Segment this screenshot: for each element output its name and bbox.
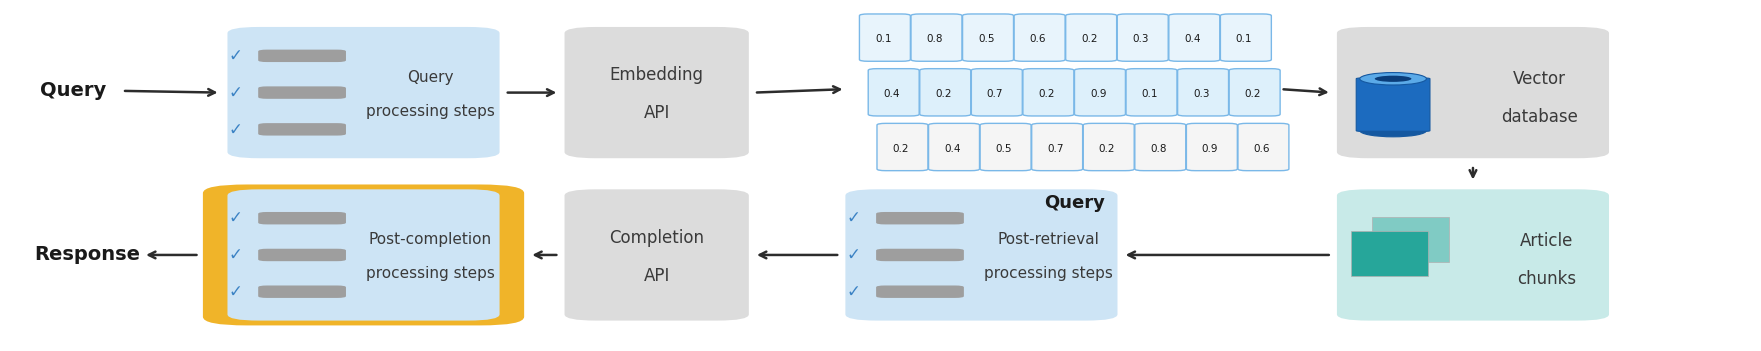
FancyBboxPatch shape: [1229, 69, 1280, 116]
Text: ✓: ✓: [229, 209, 243, 227]
Text: Response: Response: [33, 245, 141, 264]
FancyBboxPatch shape: [259, 249, 345, 261]
Text: 0.2: 0.2: [893, 144, 909, 154]
Text: 0.8: 0.8: [926, 34, 942, 44]
FancyBboxPatch shape: [1032, 123, 1083, 171]
Text: 0.2: 0.2: [1099, 144, 1115, 154]
FancyBboxPatch shape: [259, 86, 345, 99]
FancyBboxPatch shape: [963, 14, 1014, 61]
Text: 0.5: 0.5: [995, 144, 1013, 154]
Text: API: API: [643, 267, 669, 285]
Text: ✓: ✓: [229, 47, 243, 65]
FancyBboxPatch shape: [1083, 123, 1134, 171]
Text: 0.7: 0.7: [986, 89, 1004, 99]
Text: 0.3: 0.3: [1194, 89, 1210, 99]
FancyBboxPatch shape: [1220, 14, 1271, 61]
FancyBboxPatch shape: [259, 212, 345, 224]
Text: ✓: ✓: [229, 246, 243, 264]
FancyBboxPatch shape: [227, 27, 500, 158]
FancyBboxPatch shape: [1169, 14, 1220, 61]
FancyBboxPatch shape: [910, 14, 962, 61]
FancyBboxPatch shape: [845, 189, 1118, 320]
Text: 0.2: 0.2: [1081, 34, 1097, 44]
Text: 0.1: 0.1: [1236, 34, 1252, 44]
Text: 0.3: 0.3: [1132, 34, 1150, 44]
Text: 0.2: 0.2: [1039, 89, 1055, 99]
FancyBboxPatch shape: [203, 185, 525, 325]
Text: 0.8: 0.8: [1150, 144, 1168, 154]
Text: ✓: ✓: [229, 84, 243, 101]
FancyBboxPatch shape: [1134, 123, 1185, 171]
FancyBboxPatch shape: [1238, 123, 1289, 171]
FancyBboxPatch shape: [1337, 27, 1610, 158]
Text: Query: Query: [407, 69, 454, 85]
FancyBboxPatch shape: [1372, 217, 1449, 262]
FancyBboxPatch shape: [1337, 189, 1610, 320]
Ellipse shape: [1375, 76, 1411, 82]
Text: processing steps: processing steps: [366, 104, 495, 119]
FancyBboxPatch shape: [259, 285, 345, 298]
Text: Vector: Vector: [1513, 70, 1566, 88]
FancyBboxPatch shape: [868, 69, 919, 116]
FancyBboxPatch shape: [1178, 69, 1229, 116]
FancyBboxPatch shape: [227, 189, 500, 320]
FancyBboxPatch shape: [1187, 123, 1238, 171]
Text: 0.1: 0.1: [875, 34, 891, 44]
FancyBboxPatch shape: [1023, 69, 1074, 116]
FancyBboxPatch shape: [972, 69, 1023, 116]
Text: chunks: chunks: [1518, 270, 1576, 288]
Text: 0.5: 0.5: [977, 34, 995, 44]
FancyBboxPatch shape: [565, 27, 748, 158]
FancyBboxPatch shape: [877, 123, 928, 171]
Text: ✓: ✓: [229, 283, 243, 301]
FancyBboxPatch shape: [877, 285, 963, 298]
FancyBboxPatch shape: [259, 49, 345, 62]
FancyBboxPatch shape: [1074, 69, 1125, 116]
Text: ✓: ✓: [847, 209, 859, 227]
FancyBboxPatch shape: [919, 69, 970, 116]
FancyBboxPatch shape: [1014, 14, 1065, 61]
Text: Article: Article: [1520, 232, 1573, 250]
Text: 0.7: 0.7: [1048, 144, 1064, 154]
Text: 0.4: 0.4: [944, 144, 960, 154]
FancyBboxPatch shape: [1351, 231, 1428, 276]
FancyBboxPatch shape: [877, 212, 963, 224]
Text: processing steps: processing steps: [984, 266, 1113, 282]
FancyBboxPatch shape: [1125, 69, 1176, 116]
Text: 0.6: 0.6: [1030, 34, 1046, 44]
Text: Post-retrieval: Post-retrieval: [997, 232, 1099, 247]
Text: Embedding: Embedding: [609, 66, 704, 84]
FancyBboxPatch shape: [928, 123, 979, 171]
FancyBboxPatch shape: [1116, 14, 1168, 61]
Text: 0.2: 0.2: [1245, 89, 1261, 99]
Text: ✓: ✓: [847, 283, 859, 301]
Text: 0.6: 0.6: [1254, 144, 1270, 154]
Text: 0.2: 0.2: [935, 89, 951, 99]
FancyBboxPatch shape: [877, 249, 963, 261]
Text: 0.9: 0.9: [1201, 144, 1219, 154]
Text: database: database: [1500, 108, 1578, 126]
Text: ✓: ✓: [229, 120, 243, 138]
Text: Query: Query: [1044, 194, 1104, 212]
Text: Post-completion: Post-completion: [368, 232, 491, 247]
Ellipse shape: [1359, 124, 1426, 137]
Ellipse shape: [1359, 73, 1426, 85]
Text: Completion: Completion: [609, 229, 704, 247]
FancyBboxPatch shape: [565, 189, 748, 320]
Text: API: API: [643, 104, 669, 122]
Text: 0.4: 0.4: [884, 89, 900, 99]
Text: processing steps: processing steps: [366, 266, 495, 282]
Text: 0.4: 0.4: [1185, 34, 1201, 44]
Text: 0.9: 0.9: [1090, 89, 1106, 99]
Text: 0.1: 0.1: [1141, 89, 1159, 99]
FancyBboxPatch shape: [1356, 78, 1430, 131]
FancyBboxPatch shape: [859, 14, 910, 61]
Text: ✓: ✓: [847, 246, 859, 264]
Text: Query: Query: [41, 81, 106, 100]
FancyBboxPatch shape: [1065, 14, 1116, 61]
FancyBboxPatch shape: [259, 123, 345, 135]
FancyBboxPatch shape: [981, 123, 1032, 171]
